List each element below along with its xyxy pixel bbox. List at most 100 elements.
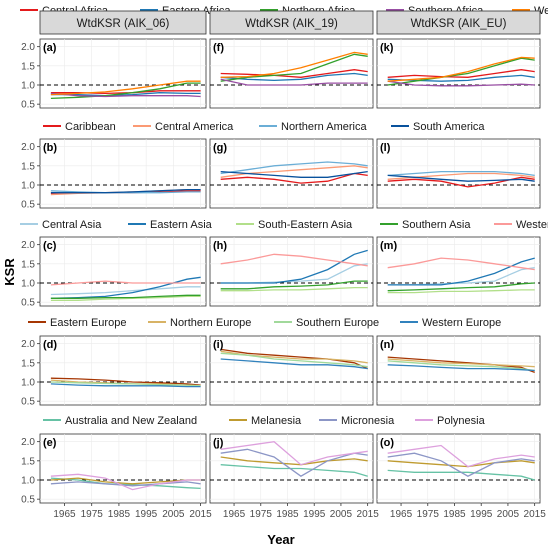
series-line-polynesia [50, 473, 201, 491]
panel-label: (h) [213, 240, 227, 252]
series-line-northern-america [50, 190, 201, 194]
series-line-polynesia [220, 441, 368, 466]
panel-n: (n) [376, 335, 541, 406]
panel-label: (e) [43, 437, 57, 449]
y-tick-label: 0.5 [21, 495, 35, 506]
legend-entry: Southern Europe [296, 317, 379, 329]
series-line-southern-africa [50, 92, 201, 98]
panel-g: (g) [209, 138, 374, 209]
series-line-western-africa [220, 51, 368, 78]
series-line-australia-and-new-zealand [50, 477, 201, 490]
x-tick-label: 2015 [357, 509, 380, 520]
legend-entry: South America [413, 121, 485, 133]
series-line-central-africa [220, 69, 368, 78]
series-line-eastern-africa [387, 74, 535, 82]
series-line-south-eastern-asia [50, 295, 201, 301]
x-tick-label: 2015 [189, 509, 212, 520]
panel-frame [209, 335, 374, 406]
x-tick-label: 1985 [276, 509, 299, 520]
y-tick-label: 0.5 [21, 298, 35, 309]
legend-entry: Eastern Asia [150, 219, 213, 231]
legend-entry: Eastern Europe [50, 317, 126, 329]
series-line-caribbean [387, 176, 535, 188]
y-tick-label: 1.5 [21, 161, 35, 172]
panel-frame [376, 236, 541, 307]
y-tick-label: 1.5 [21, 259, 35, 270]
panel-frame [209, 138, 374, 209]
panel-label: (d) [43, 339, 57, 351]
series-line-southern-europe [220, 352, 368, 368]
x-tick-label: 1975 [250, 509, 273, 520]
panel-frame [39, 138, 207, 209]
y-axes: 0.5 1.0 1.5 2.0 0.5 1.0 1.5 2.0 0.5 1.0 1.5 2.0 0.5 1… [21, 42, 40, 506]
legend-entry: Western Europe [422, 317, 501, 329]
series-line-eastern-europe [387, 356, 535, 374]
x-axes: 1965 1975 1985 1995 2005 2015 1965 1975 1985 1995… [53, 503, 546, 520]
series-line-south-america [50, 188, 201, 194]
panel-label: (l) [380, 142, 391, 154]
series-line-northern-africa [50, 82, 201, 100]
series-line-northern-america [220, 161, 368, 175]
series-line-eastern-africa [220, 72, 368, 82]
panel-j: (j) [209, 433, 374, 504]
x-tick-label: 2005 [162, 509, 185, 520]
series-line-southern-asia [50, 294, 201, 299]
panel-l: (l) [376, 138, 541, 209]
column-header-2: WtdKSR (AIK_EU) [411, 18, 507, 30]
column-headers: WtdKSR (AIK_06) WtdKSR (AIK_19) WtdKSR (AI… [39, 10, 541, 35]
legend-entry: Central America [155, 121, 234, 133]
column-header-box [376, 10, 541, 35]
series-line-eastern-asia [387, 257, 535, 286]
y-tick-label: 2.0 [21, 437, 35, 448]
y-tick-label: 2.0 [21, 42, 35, 53]
y-tick-label: 1.5 [21, 61, 35, 72]
panel-b: (b) [39, 138, 207, 209]
panel-frame [376, 433, 541, 504]
series-line-southern-europe [50, 381, 201, 387]
series-line-south-america [387, 174, 535, 182]
y-tick-label: 2.0 [21, 339, 35, 350]
legend-entry: Caribbean [65, 121, 116, 133]
series-line-western-asia [387, 257, 535, 271]
panel-c: (c) [39, 236, 207, 307]
y-tick-label: 2.0 [21, 142, 35, 153]
y-tick-label: 1.0 [21, 378, 35, 389]
panel-a: (a) [39, 38, 207, 109]
x-tick-label: 1965 [53, 509, 76, 520]
y-tick-label: 1.0 [21, 279, 35, 290]
x-tick-label: 1995 [303, 509, 326, 520]
panel-label: (n) [380, 339, 394, 351]
panel-label: (c) [43, 240, 57, 252]
panel-d: (d) [39, 335, 207, 406]
panel-label: (a) [43, 42, 57, 54]
x-tick-label: 1985 [443, 509, 466, 520]
panel-label: (m) [380, 240, 397, 252]
y-tick-label: 1.5 [21, 456, 35, 467]
y-tick-label: 0.5 [21, 100, 35, 111]
y-tick-label: 1.5 [21, 358, 35, 369]
legend-entry: Central Asia [42, 219, 102, 231]
panel-frame [376, 335, 541, 406]
legend-entry: Northern America [281, 121, 367, 133]
y-tick-label: 1.0 [21, 476, 35, 487]
legend-entry: Micronesia [341, 415, 395, 427]
legend-row-4: Australia and New Zealand Melanesia Micron… [43, 415, 486, 427]
column-header-1: WtdKSR (AIK_19) [245, 18, 338, 30]
y-tick-label: 1.0 [21, 81, 35, 92]
y-tick-label: 0.5 [21, 397, 35, 408]
series-line-northern-africa [387, 57, 535, 86]
series-line-eastern-asia [50, 276, 201, 299]
column-header-0: WtdKSR (AIK_06) [77, 18, 170, 30]
series-line-micronesia [387, 452, 535, 477]
series-line-central-asia [50, 286, 201, 296]
y-tick-label: 1.0 [21, 181, 35, 192]
y-tick-label: 2.0 [21, 240, 35, 251]
legend-row-3: Eastern Europe Northern Europe Southern Eu… [28, 317, 501, 329]
series-line-australia-and-new-zealand [387, 469, 535, 481]
panel-label: (g) [213, 142, 227, 154]
x-axis-title: Year [267, 532, 294, 547]
legend-entry: Melanesia [251, 415, 302, 427]
legend-entry: Southern Asia [402, 219, 471, 231]
legend-entry: Australia and New Zealand [65, 415, 197, 427]
